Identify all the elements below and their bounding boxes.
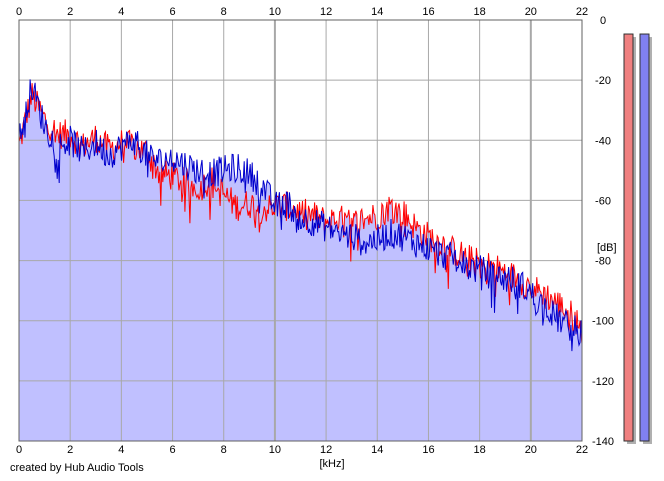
credit-text: created by Hub Audio Tools	[10, 462, 144, 474]
x-tick-label-bottom: 0	[16, 444, 22, 456]
x-tick-label-top: 4	[118, 6, 124, 18]
y-tick-label: -120	[592, 376, 614, 388]
x-tick-label-bottom: 8	[221, 444, 227, 456]
y-tick-label: -140	[592, 436, 614, 448]
y-tick-label: -20	[595, 75, 611, 87]
chart-axes: 002244668810101212141416161818202022220-…	[16, 6, 614, 456]
x-tick-label-top: 18	[474, 6, 486, 18]
x-tick-label-top: 20	[525, 6, 537, 18]
x-tick-label-bottom: 6	[169, 444, 175, 456]
x-tick-label-bottom: 18	[474, 444, 486, 456]
spectrum-series-line	[18, 79, 583, 352]
x-tick-label-top: 0	[16, 6, 22, 18]
x-tick-label-bottom: 14	[371, 444, 383, 456]
level-meters	[623, 33, 652, 445]
y-tick-label: -60	[595, 195, 611, 207]
x-tick-label-top: 10	[269, 6, 281, 18]
x-tick-label-top: 22	[576, 6, 588, 18]
x-tick-label-bottom: 20	[525, 444, 537, 456]
x-tick-label-bottom: 4	[118, 444, 124, 456]
x-tick-label-bottom: 22	[576, 444, 588, 456]
x-axis-label: [kHz]	[319, 458, 344, 470]
x-tick-label-bottom: 16	[422, 444, 434, 456]
x-tick-label-top: 6	[169, 6, 175, 18]
y-tick-label: -40	[595, 135, 611, 147]
spectrum-series	[18, 79, 583, 352]
level-meter-r	[639, 33, 650, 442]
x-tick-label-bottom: 12	[320, 444, 332, 456]
x-tick-label-bottom: 2	[67, 444, 73, 456]
x-tick-label-top: 12	[320, 6, 332, 18]
x-tick-label-top: 8	[221, 6, 227, 18]
x-tick-label-top: 2	[67, 6, 73, 18]
y-tick-label: -80	[595, 256, 611, 268]
y-tick-label: 0	[600, 15, 606, 27]
level-meter-l	[623, 33, 634, 442]
y-tick-label: -100	[592, 316, 614, 328]
plot-border	[18, 19, 583, 442]
y-axis-label: [dB]	[597, 242, 617, 254]
x-tick-label-bottom: 10	[269, 444, 281, 456]
spectrum-series-line	[18, 83, 583, 344]
x-tick-label-top: 16	[422, 6, 434, 18]
x-tick-label-top: 14	[371, 6, 383, 18]
